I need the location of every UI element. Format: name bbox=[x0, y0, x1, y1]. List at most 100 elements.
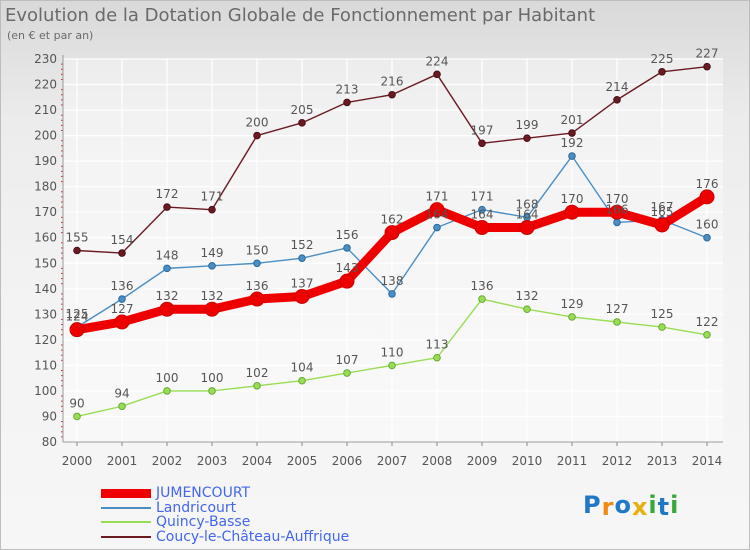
data-point-quincy-basse bbox=[523, 305, 531, 314]
data-label-landricourt: 149 bbox=[201, 246, 224, 260]
data-point-quincy-basse bbox=[163, 387, 171, 395]
data-point-coucy-le-ch-teau-auffrique bbox=[658, 67, 666, 76]
data-label-coucy-le-ch-teau-auffrique: 213 bbox=[336, 82, 359, 96]
data-label-landricourt: 171 bbox=[471, 190, 494, 204]
data-point-jumencourt bbox=[339, 273, 355, 289]
data-label-jumencourt: 136 bbox=[246, 279, 269, 293]
legend-label: Quincy-Basse bbox=[156, 514, 251, 530]
data-point-quincy-basse bbox=[253, 382, 261, 390]
data-label-landricourt: 125 bbox=[66, 307, 89, 321]
legend-swatch bbox=[101, 488, 151, 498]
data-point-quincy-basse bbox=[613, 318, 621, 326]
data-label-coucy-le-ch-teau-auffrique: 197 bbox=[471, 123, 494, 137]
data-label-coucy-le-ch-teau-auffrique: 199 bbox=[516, 118, 539, 132]
data-point-jumencourt bbox=[384, 225, 400, 241]
data-point-jumencourt bbox=[69, 322, 85, 338]
data-point-landricourt bbox=[568, 152, 576, 160]
data-label-landricourt: 138 bbox=[381, 274, 404, 288]
data-point-jumencourt bbox=[699, 189, 715, 205]
data-point-quincy-basse bbox=[433, 353, 441, 362]
y-tick-label: 210 bbox=[34, 103, 57, 117]
data-label-landricourt: 164 bbox=[426, 208, 449, 222]
data-point-jumencourt bbox=[294, 288, 310, 304]
data-label-jumencourt: 162 bbox=[381, 213, 404, 227]
y-tick-label: 130 bbox=[34, 307, 57, 321]
data-point-coucy-le-ch-teau-auffrique bbox=[523, 134, 531, 142]
x-tick-label: 2011 bbox=[557, 454, 588, 468]
data-point-coucy-le-ch-teau-auffrique bbox=[118, 249, 126, 257]
legend-swatch bbox=[101, 535, 151, 538]
data-point-quincy-basse bbox=[118, 402, 126, 411]
data-point-coucy-le-ch-teau-auffrique bbox=[208, 205, 216, 214]
data-label-quincy-basse: 113 bbox=[426, 338, 449, 352]
y-tick-label: 170 bbox=[34, 205, 57, 219]
data-label-landricourt: 136 bbox=[111, 279, 134, 293]
data-label-quincy-basse: 122 bbox=[696, 315, 719, 329]
x-tick-label: 2004 bbox=[242, 454, 273, 468]
data-label-jumencourt: 132 bbox=[156, 289, 179, 303]
data-label-coucy-le-ch-teau-auffrique: 154 bbox=[111, 233, 134, 247]
y-tick-label: 190 bbox=[34, 154, 57, 168]
y-tick-label: 200 bbox=[34, 129, 57, 143]
data-label-landricourt: 148 bbox=[156, 248, 179, 262]
data-label-jumencourt: 137 bbox=[291, 276, 314, 290]
data-label-jumencourt: 143 bbox=[336, 261, 359, 275]
logo-letter: P bbox=[583, 491, 602, 519]
plot-area bbox=[63, 59, 723, 442]
data-label-jumencourt: 165 bbox=[651, 205, 674, 219]
data-point-landricourt bbox=[118, 295, 126, 303]
data-point-jumencourt bbox=[654, 217, 670, 233]
data-label-quincy-basse: 90 bbox=[69, 396, 84, 410]
data-label-quincy-basse: 125 bbox=[651, 307, 674, 321]
data-label-coucy-le-ch-teau-auffrique: 172 bbox=[156, 187, 179, 201]
data-label-quincy-basse: 129 bbox=[561, 297, 584, 311]
data-label-quincy-basse: 132 bbox=[516, 289, 539, 303]
data-label-coucy-le-ch-teau-auffrique: 200 bbox=[246, 116, 269, 130]
data-label-quincy-basse: 110 bbox=[381, 345, 404, 359]
x-tick-label: 2014 bbox=[692, 454, 723, 468]
data-point-jumencourt bbox=[249, 291, 265, 307]
data-point-landricourt bbox=[388, 290, 396, 298]
logo-letter: i bbox=[648, 491, 658, 519]
data-point-jumencourt bbox=[519, 220, 535, 236]
data-point-coucy-le-ch-teau-auffrique bbox=[163, 203, 171, 211]
data-point-quincy-basse bbox=[388, 361, 396, 370]
data-point-quincy-basse bbox=[298, 376, 306, 385]
line-chart: 8090100110120130140150160170180190200210… bbox=[34, 47, 723, 468]
x-tick-label: 2007 bbox=[377, 454, 408, 468]
legend-swatch bbox=[101, 506, 151, 509]
x-tick-label: 2013 bbox=[647, 454, 678, 468]
proxiti-logo: Proxiti bbox=[583, 491, 679, 521]
y-tick-label: 120 bbox=[34, 333, 57, 347]
data-point-jumencourt bbox=[474, 220, 490, 236]
data-point-jumencourt bbox=[114, 314, 130, 330]
y-tick-label: 220 bbox=[34, 78, 57, 92]
data-label-landricourt: 150 bbox=[246, 243, 269, 257]
x-tick-label: 2006 bbox=[332, 454, 363, 468]
data-label-coucy-le-ch-teau-auffrique: 171 bbox=[201, 190, 224, 204]
x-tick-label: 2001 bbox=[107, 454, 138, 468]
data-label-jumencourt: 164 bbox=[471, 208, 494, 222]
y-tick-label: 180 bbox=[34, 180, 57, 194]
x-tick-label: 2012 bbox=[602, 454, 633, 468]
data-label-jumencourt: 124 bbox=[66, 310, 89, 324]
data-label-landricourt: 192 bbox=[561, 136, 584, 150]
data-label-landricourt: 160 bbox=[696, 218, 719, 232]
data-point-quincy-basse bbox=[568, 313, 576, 321]
x-tick-label: 2008 bbox=[422, 454, 453, 468]
data-label-quincy-basse: 127 bbox=[606, 302, 629, 316]
data-label-landricourt: 152 bbox=[291, 238, 314, 252]
data-label-landricourt: 167 bbox=[651, 200, 674, 214]
data-label-coucy-le-ch-teau-auffrique: 225 bbox=[651, 52, 674, 66]
y-tick-label: 110 bbox=[34, 358, 57, 372]
data-label-coucy-le-ch-teau-auffrique: 201 bbox=[561, 113, 584, 127]
x-tick-label: 2009 bbox=[467, 454, 498, 468]
legend-swatch bbox=[101, 521, 151, 523]
data-point-quincy-basse bbox=[478, 295, 486, 303]
data-point-landricourt bbox=[433, 223, 441, 232]
data-label-jumencourt: 132 bbox=[201, 289, 224, 303]
data-label-quincy-basse: 102 bbox=[246, 366, 269, 380]
y-tick-label: 230 bbox=[34, 52, 57, 66]
y-tick-label: 90 bbox=[42, 409, 57, 423]
